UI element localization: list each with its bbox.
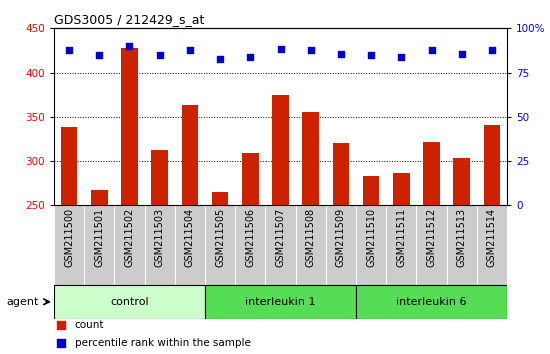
Bar [114, 205, 145, 285]
Bar [483, 125, 500, 205]
Point [306, 47, 315, 53]
Text: GDS3005 / 212429_s_at: GDS3005 / 212429_s_at [54, 13, 204, 26]
Text: GSM211511: GSM211511 [397, 208, 406, 267]
Bar [424, 142, 440, 205]
Point [216, 56, 224, 62]
Point [458, 51, 466, 57]
Point [246, 54, 255, 59]
Text: GSM211510: GSM211510 [366, 208, 376, 267]
Bar [212, 192, 228, 205]
Bar [356, 285, 507, 319]
Text: GSM211506: GSM211506 [245, 208, 255, 267]
Bar [205, 285, 356, 319]
Bar [453, 158, 470, 205]
Point [125, 43, 134, 49]
Bar [205, 205, 235, 285]
Point [488, 47, 497, 53]
Bar [326, 205, 356, 285]
Bar [54, 205, 84, 285]
Bar [356, 205, 386, 285]
Text: GSM211509: GSM211509 [336, 208, 346, 267]
Point [155, 52, 164, 58]
Bar [145, 205, 175, 285]
Point [367, 52, 376, 58]
Point [95, 52, 103, 58]
Point [427, 47, 436, 52]
Point [185, 47, 194, 53]
Text: count: count [74, 320, 104, 330]
Point [276, 46, 285, 51]
Bar [272, 95, 289, 205]
Bar [175, 205, 205, 285]
Text: GSM211505: GSM211505 [215, 208, 225, 267]
Text: GSM211508: GSM211508 [306, 208, 316, 267]
Bar [416, 205, 447, 285]
Text: GSM211507: GSM211507 [276, 208, 285, 267]
Text: interleukin 1: interleukin 1 [245, 297, 316, 307]
Bar [91, 190, 108, 205]
Text: control: control [110, 297, 148, 307]
Bar [386, 205, 416, 285]
Bar [295, 205, 326, 285]
Bar [242, 153, 258, 205]
Bar [60, 127, 78, 205]
Text: GSM211500: GSM211500 [64, 208, 74, 267]
Bar [84, 205, 114, 285]
Point [64, 47, 73, 53]
Bar [121, 48, 138, 205]
Text: GSM211513: GSM211513 [457, 208, 467, 267]
Bar [447, 205, 477, 285]
Text: GSM211512: GSM211512 [427, 208, 437, 267]
Bar [363, 176, 379, 205]
Bar [393, 173, 410, 205]
Bar [151, 150, 168, 205]
Text: GSM211501: GSM211501 [94, 208, 104, 267]
Bar [54, 285, 205, 319]
Text: GSM211504: GSM211504 [185, 208, 195, 267]
Text: GSM211502: GSM211502 [124, 208, 134, 267]
Bar [333, 143, 349, 205]
Bar [266, 205, 295, 285]
Point [57, 340, 65, 346]
Bar [182, 105, 198, 205]
Bar [235, 205, 266, 285]
Bar [477, 205, 507, 285]
Text: percentile rank within the sample: percentile rank within the sample [74, 338, 250, 348]
Point [57, 322, 65, 328]
Text: agent: agent [7, 297, 39, 307]
Text: GSM211503: GSM211503 [155, 208, 164, 267]
Text: interleukin 6: interleukin 6 [397, 297, 467, 307]
Bar [302, 113, 319, 205]
Point [397, 54, 406, 59]
Text: GSM211514: GSM211514 [487, 208, 497, 267]
Point [337, 51, 345, 57]
